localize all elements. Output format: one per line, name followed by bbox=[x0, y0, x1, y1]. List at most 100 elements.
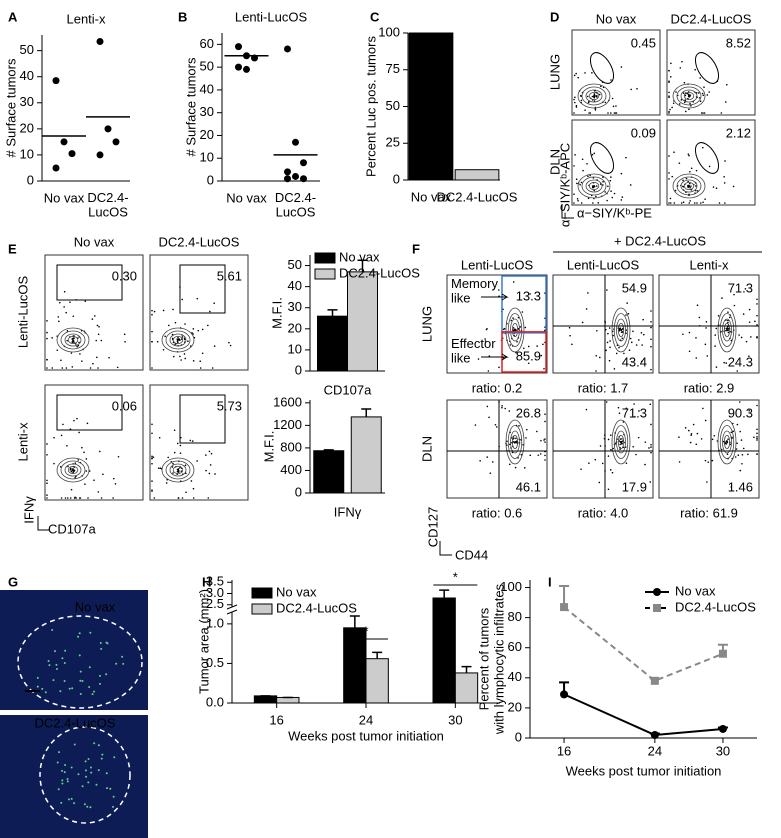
event-dot bbox=[484, 338, 486, 340]
event-dot bbox=[683, 101, 686, 104]
event-dot bbox=[213, 345, 216, 347]
event-dot bbox=[629, 337, 632, 340]
event-dot bbox=[630, 88, 632, 91]
event-dot bbox=[589, 174, 592, 177]
event-dot bbox=[595, 354, 598, 357]
event-dot bbox=[628, 349, 631, 352]
event-dot bbox=[179, 444, 182, 447]
y-tick-label: 40 bbox=[288, 278, 302, 293]
y-tick-label: 50 bbox=[288, 257, 302, 272]
event-dot bbox=[210, 452, 213, 455]
event-dot bbox=[648, 447, 650, 449]
y-axis-label: M.F.I. bbox=[261, 431, 276, 463]
bar bbox=[313, 450, 345, 494]
event-dot bbox=[542, 343, 544, 346]
event-dot bbox=[58, 320, 60, 323]
event-dot bbox=[690, 185, 692, 187]
marker bbox=[650, 730, 659, 739]
event-dot bbox=[575, 104, 578, 107]
stain bbox=[81, 679, 84, 682]
event-dot bbox=[613, 112, 616, 114]
contour bbox=[672, 83, 706, 109]
column-header: Lenti-x bbox=[689, 257, 729, 272]
event-dot bbox=[723, 182, 726, 184]
event-dot bbox=[588, 462, 590, 464]
contour bbox=[60, 460, 86, 480]
event-dot bbox=[75, 343, 77, 345]
event-dot bbox=[594, 109, 597, 111]
event-dot bbox=[575, 106, 578, 108]
event-dot bbox=[596, 329, 598, 332]
stain bbox=[64, 764, 67, 767]
event-dot bbox=[607, 332, 609, 335]
event-dot bbox=[608, 327, 611, 329]
event-dot bbox=[734, 456, 737, 458]
event-dot bbox=[581, 321, 584, 324]
x-tick-label: DC2.4-LucOS bbox=[87, 190, 128, 219]
event-dot bbox=[178, 467, 181, 469]
event-dot bbox=[515, 437, 517, 440]
stain bbox=[84, 760, 87, 763]
event-dot bbox=[205, 469, 207, 472]
event-dot bbox=[580, 99, 583, 102]
event-dot bbox=[727, 319, 729, 322]
event-dot bbox=[51, 337, 53, 339]
event-dot bbox=[62, 423, 64, 426]
event-dot bbox=[680, 99, 683, 101]
event-dot bbox=[576, 182, 578, 185]
stain bbox=[63, 661, 66, 664]
event-dot bbox=[756, 439, 758, 441]
event-dot bbox=[124, 340, 126, 343]
flow-plot bbox=[658, 399, 760, 499]
bar bbox=[432, 597, 456, 704]
event-dot bbox=[229, 344, 232, 347]
event-dot bbox=[620, 331, 623, 333]
contour bbox=[581, 86, 607, 106]
event-dot bbox=[680, 202, 683, 204]
panel-label: H bbox=[202, 574, 211, 589]
event-dot bbox=[580, 202, 583, 204]
axis-arrows bbox=[561, 204, 574, 219]
event-dot bbox=[754, 320, 756, 323]
gate-name: Effector like bbox=[451, 336, 499, 365]
event-dot bbox=[668, 96, 670, 99]
event-dot bbox=[181, 298, 184, 301]
stain bbox=[70, 797, 73, 800]
marker bbox=[718, 649, 727, 658]
event-dot bbox=[610, 79, 612, 81]
event-dot bbox=[539, 453, 542, 455]
event-dot bbox=[688, 185, 691, 188]
event-dot bbox=[721, 297, 723, 299]
event-dot bbox=[486, 405, 489, 408]
stain bbox=[105, 641, 108, 644]
event-dot bbox=[644, 441, 647, 443]
event-dot bbox=[694, 68, 696, 71]
flow-plot bbox=[666, 29, 756, 116]
event-dot bbox=[209, 310, 211, 313]
event-dot bbox=[573, 202, 575, 204]
stain bbox=[56, 761, 59, 764]
contour bbox=[719, 425, 735, 459]
event-dot bbox=[650, 326, 652, 329]
stain bbox=[83, 803, 86, 806]
event-dot bbox=[580, 468, 582, 470]
event-dot bbox=[574, 96, 576, 99]
y-tick-label: 0 bbox=[295, 484, 302, 499]
event-dot bbox=[66, 444, 68, 447]
stain bbox=[101, 753, 104, 756]
event-dot bbox=[688, 202, 691, 204]
event-dot bbox=[63, 290, 66, 293]
event-dot bbox=[214, 473, 216, 475]
event-dot bbox=[504, 407, 507, 410]
event-dot bbox=[611, 196, 614, 199]
event-dot bbox=[682, 92, 685, 95]
x-tick-label: No vax bbox=[226, 190, 267, 205]
event-dot bbox=[642, 333, 645, 336]
stain bbox=[88, 666, 91, 669]
event-dot bbox=[618, 329, 621, 332]
event-dot bbox=[79, 353, 81, 355]
event-dot bbox=[593, 185, 595, 187]
event-dot bbox=[93, 315, 96, 317]
event-dot bbox=[65, 311, 67, 314]
event-dot bbox=[46, 494, 48, 496]
